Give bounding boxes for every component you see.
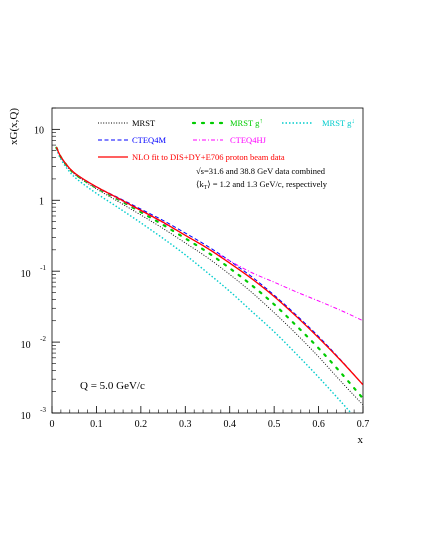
annotation-energy: √s=31.6 and 38.8 GeV data combined bbox=[196, 166, 326, 176]
y-tick-label-exponent: -3 bbox=[40, 406, 46, 414]
x-axis-label: x bbox=[358, 434, 364, 446]
series-line-2 bbox=[55, 148, 353, 413]
x-tick-label: 0.6 bbox=[312, 419, 325, 430]
y-tick-label-base: 10 bbox=[21, 411, 31, 422]
y-tick-label-base: 10 bbox=[21, 340, 31, 351]
legend-label-0: MRST bbox=[132, 118, 156, 128]
y-tick-label: 10 bbox=[34, 125, 44, 136]
x-tick-label: 0.7 bbox=[357, 419, 370, 430]
plot-frame bbox=[51, 107, 364, 414]
legend-label-2: MRST g↓ bbox=[322, 117, 355, 128]
legend-label-3: CTEQ4M bbox=[132, 135, 166, 145]
y-tick-label-base: 10 bbox=[21, 269, 31, 280]
legend-label-1: MRST g↑ bbox=[230, 117, 263, 128]
series-line-5 bbox=[55, 146, 363, 386]
annotation-kt: ⟨kT⟩ = 1.2 and 1.3 GeV/c, respectively bbox=[196, 179, 328, 191]
y-tick-label: 1 bbox=[39, 196, 44, 207]
x-tick-label: 0.5 bbox=[268, 419, 281, 430]
x-tick-label: 0.4 bbox=[223, 419, 236, 430]
y-axis-label: xG(x,Q) bbox=[8, 108, 20, 145]
legend-label-5: NLO fit to DIS+DY+E706 proton beam data bbox=[132, 152, 285, 162]
y-tick-label-exponent: -1 bbox=[40, 264, 46, 272]
x-tick-label: 0.1 bbox=[90, 419, 103, 430]
annotation-q: Q = 5.0 GeV/c bbox=[80, 380, 145, 392]
x-tick-label: 0.2 bbox=[135, 419, 148, 430]
legend-label-4: CTEQ4HJ bbox=[230, 135, 267, 145]
x-tick-label: 0 bbox=[50, 419, 55, 430]
x-tick-label: 0.3 bbox=[179, 419, 192, 430]
y-tick-label-exponent: -2 bbox=[40, 335, 46, 343]
